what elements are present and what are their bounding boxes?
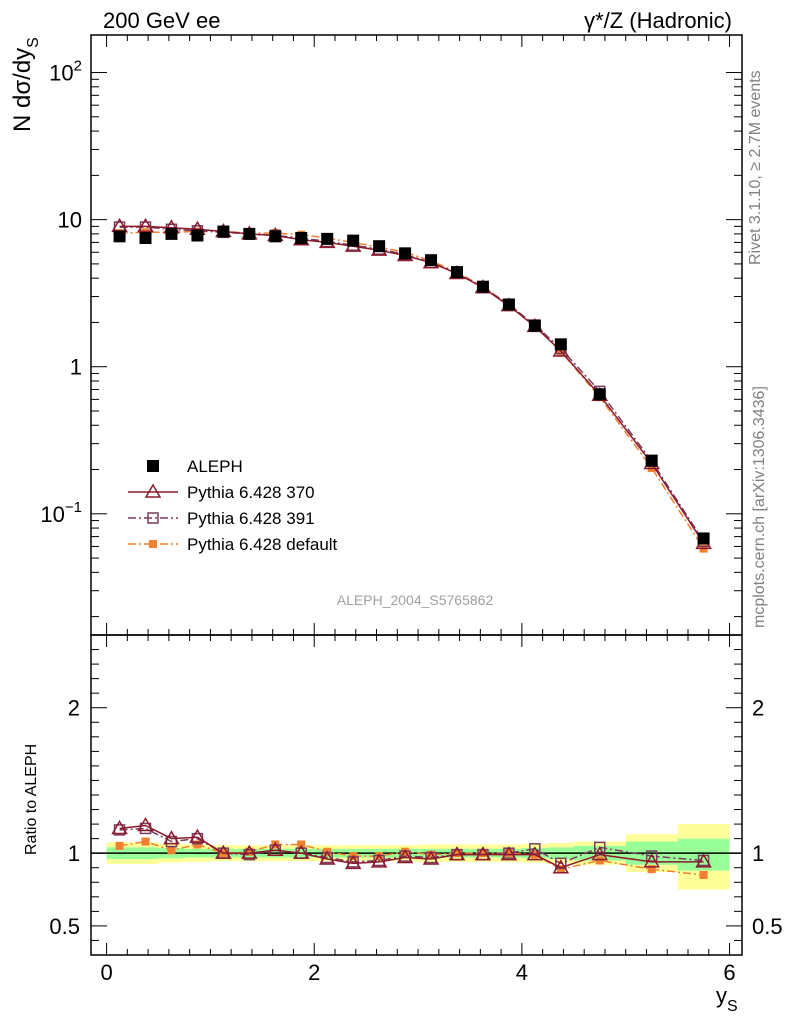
legend-marker — [144, 483, 162, 498]
main-data-point — [528, 319, 541, 332]
main-data-point — [191, 229, 204, 242]
ratio-data-point — [452, 849, 461, 858]
ratio-data-point — [478, 849, 487, 858]
analysis-watermark: ALEPH_2004_S5765862 — [337, 592, 494, 608]
y-tick-label: 10 — [58, 208, 82, 233]
main-data-point — [217, 225, 230, 238]
main-panel: 102 10 1 10−1 N dσ/dyS — [9, 34, 743, 636]
ratio-data-point — [529, 843, 541, 855]
ratio-y-axis-label: Ratio to ALEPH — [23, 744, 40, 855]
ratio-data-point — [647, 865, 656, 874]
ratio-data-point — [526, 846, 544, 861]
ratio-frame — [90, 634, 743, 956]
ratio-data-point — [699, 871, 708, 879]
ratio-data-point — [643, 853, 660, 868]
mcplots-label: mcplots.cern.ch [arXiv:1306.3436] — [751, 386, 768, 628]
ratio-data-point — [241, 844, 258, 859]
ratio-y-tick-label-right: 0.5 — [752, 914, 783, 939]
ratio-data-point — [111, 819, 128, 835]
ratio-panel: 0 2 4 6yS 0.5 0.5 1 1 2 2 Ratio to ALEPH — [23, 634, 783, 1015]
ratio-data-point — [474, 846, 492, 861]
main-data-point — [476, 280, 489, 293]
ratio-series-line — [119, 824, 704, 869]
ratio-data-point — [297, 840, 306, 849]
ratio-data-point — [427, 850, 436, 859]
legend-entry: Pythia 6.428 default — [187, 535, 338, 554]
y-tick-label: 10−1 — [40, 499, 82, 527]
main-data-point — [697, 532, 710, 545]
ratio-data-point — [193, 840, 202, 849]
main-data-point — [347, 234, 360, 247]
ratio-data-point — [344, 854, 362, 870]
ratio-data-point — [266, 841, 284, 857]
legend-marker — [147, 460, 159, 472]
main-data-point — [593, 388, 606, 401]
ratio-data-point — [422, 850, 440, 865]
main-data-point — [139, 232, 152, 245]
ratio-data-point — [115, 841, 124, 850]
ratio-data-point — [645, 850, 658, 862]
main-data-point — [399, 247, 412, 260]
ratio-data-point — [500, 846, 518, 861]
ratio-data-point — [292, 844, 310, 859]
ratio-data-point — [167, 846, 176, 855]
plot-title-left: 200 GeV ee — [103, 8, 220, 33]
ratio-data-point — [695, 853, 712, 868]
main-data-point — [645, 454, 658, 467]
ratio-data-point — [396, 849, 414, 864]
legend-entry: ALEPH — [187, 457, 243, 476]
x-tick-label: 6 — [723, 960, 735, 985]
main-data-point — [295, 232, 308, 245]
ratio-data-point — [552, 859, 570, 874]
main-data-point — [554, 338, 567, 351]
legend-marker — [147, 512, 159, 524]
ratio-data-point — [318, 850, 336, 865]
main-data-point — [373, 240, 386, 253]
x-tick-label: 0 — [100, 960, 112, 985]
main-data-point — [243, 227, 256, 240]
ratio-data-point — [591, 846, 609, 861]
x-axis-label: yS — [716, 983, 738, 1015]
main-data-point — [450, 266, 463, 279]
main-data-point — [113, 230, 126, 243]
y-tick-label: 1 — [70, 355, 82, 380]
main-data-point — [269, 230, 282, 243]
x-tick-label: 4 — [516, 960, 528, 985]
ratio-data-point — [141, 837, 150, 846]
ratio-y-tick-label: 0.5 — [49, 914, 80, 939]
legend: ALEPH Pythia 6.428 370 Pythia 6.428 391 Pyt… — [128, 457, 338, 554]
ratio-data-point — [448, 846, 466, 861]
ratio-data-point — [137, 817, 154, 832]
ratio-y-tick-label: 1 — [68, 841, 80, 866]
ratio-data-point — [245, 847, 254, 856]
ratio-data-point — [189, 828, 206, 843]
main-data-point — [137, 217, 154, 233]
main-data-point — [321, 232, 334, 245]
plot-title-right: γ*/Z (Hadronic) — [584, 8, 732, 33]
ratio-data-point — [504, 849, 513, 858]
ratio-y-tick-label-right: 1 — [752, 841, 764, 866]
legend-entry: Pythia 6.428 391 — [187, 509, 315, 528]
rivet-version-label: Rivet 3.1.10, ≥ 2.7M events — [747, 70, 764, 265]
legend-entry: Pythia 6.428 370 — [187, 483, 315, 502]
main-data-point — [502, 298, 515, 311]
ratio-data-point — [595, 856, 604, 865]
y-tick-label: 102 — [49, 58, 82, 86]
ratio-data-point — [163, 830, 180, 845]
ratio-data-point — [215, 844, 232, 859]
ratio-data-point — [594, 841, 606, 854]
ratio-series-line — [119, 827, 704, 865]
ratio-data-point — [556, 865, 565, 874]
legend-marker — [149, 540, 157, 548]
x-tick-label: 2 — [308, 960, 320, 985]
ratio-data-point — [370, 853, 388, 868]
main-data-point — [165, 227, 178, 240]
main-data-point — [425, 254, 438, 267]
ratio-y-tick-label: 2 — [68, 696, 80, 721]
main-y-axis-label: N dσ/dyS — [9, 37, 42, 132]
ratio-y-tick-label-right: 2 — [752, 696, 764, 721]
